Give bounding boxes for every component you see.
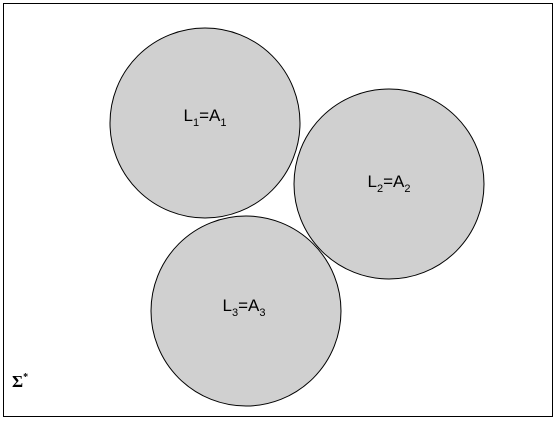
set-3-eq: = xyxy=(238,296,248,315)
set-1-left: L xyxy=(184,106,193,125)
set-3-circle xyxy=(150,215,342,407)
universe-symbol: Σ xyxy=(12,372,23,391)
set-1-right: A xyxy=(209,106,221,125)
set-2-left: L xyxy=(368,172,377,191)
set-2-label: L2=A2 xyxy=(368,172,411,195)
set-2-right-sub: 2 xyxy=(404,183,410,195)
set-2-right: A xyxy=(393,172,405,191)
universe-label: Σ* xyxy=(12,372,28,391)
set-3-left: L xyxy=(223,296,232,315)
universe-superscript: * xyxy=(23,372,28,383)
set-3-left-sub: 3 xyxy=(232,307,238,319)
set-1-right-sub: 1 xyxy=(220,117,226,129)
set-2-eq: = xyxy=(383,172,393,191)
set-2-circle xyxy=(293,88,485,280)
set-1-left-sub: 1 xyxy=(193,117,199,129)
set-2-left-sub: 2 xyxy=(377,183,383,195)
set-3-label: L3=A3 xyxy=(223,296,266,319)
set-1-circle xyxy=(109,27,301,219)
set-1-eq: = xyxy=(199,106,209,125)
set-3-right-sub: 3 xyxy=(259,307,265,319)
set-1-label: L1=A1 xyxy=(184,106,227,129)
set-3-right: A xyxy=(248,296,260,315)
